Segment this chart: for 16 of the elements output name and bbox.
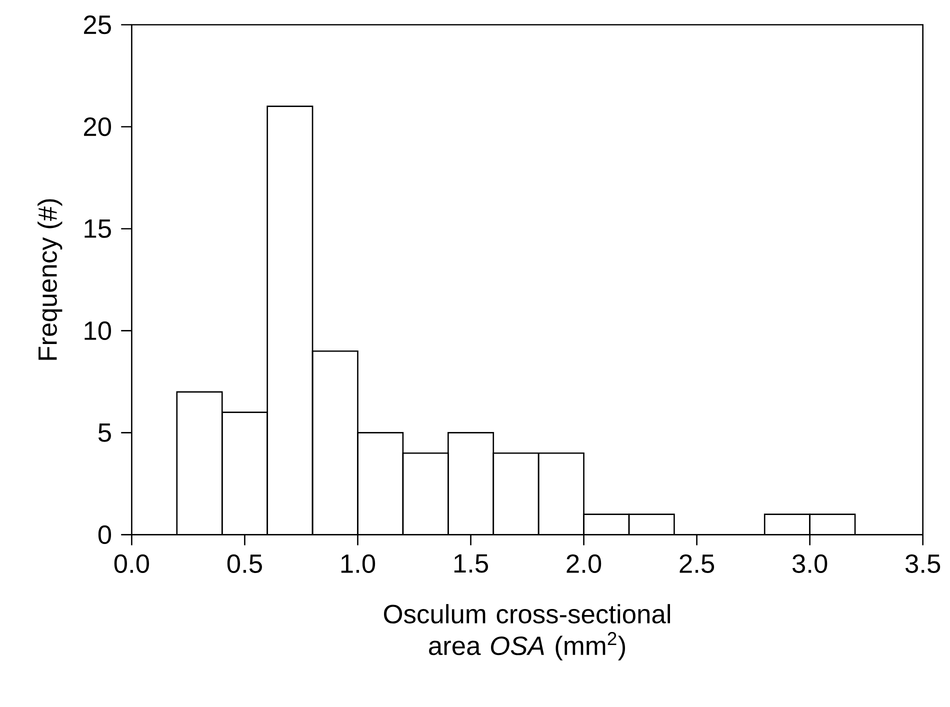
y-axis-title: Frequency (#) [38,199,62,360]
x-tick-label: 2.5 [680,554,714,574]
x-tick-label: 2.0 [566,554,602,574]
y-tick-label: 0 [98,525,112,544]
x-tick-label: 3.0 [792,554,828,574]
y-tick-label: 15 [84,220,111,238]
y-tick-label: 25 [84,15,111,34]
y-tick-label: 20 [84,117,112,136]
x-tick-label: 1.5 [454,554,488,573]
x-tick-label: 3.5 [906,554,940,574]
y-tick-label: 5 [98,424,111,442]
x-tick-label: 1.0 [341,554,376,574]
y-tick-label: 10 [84,321,112,340]
x-axis-title: Osculum cross-sectional area OSA (mm$^{2}$) [384,604,670,660]
x-tick-label: 0.5 [227,554,262,574]
x-tick-label: 0.0 [114,554,150,574]
